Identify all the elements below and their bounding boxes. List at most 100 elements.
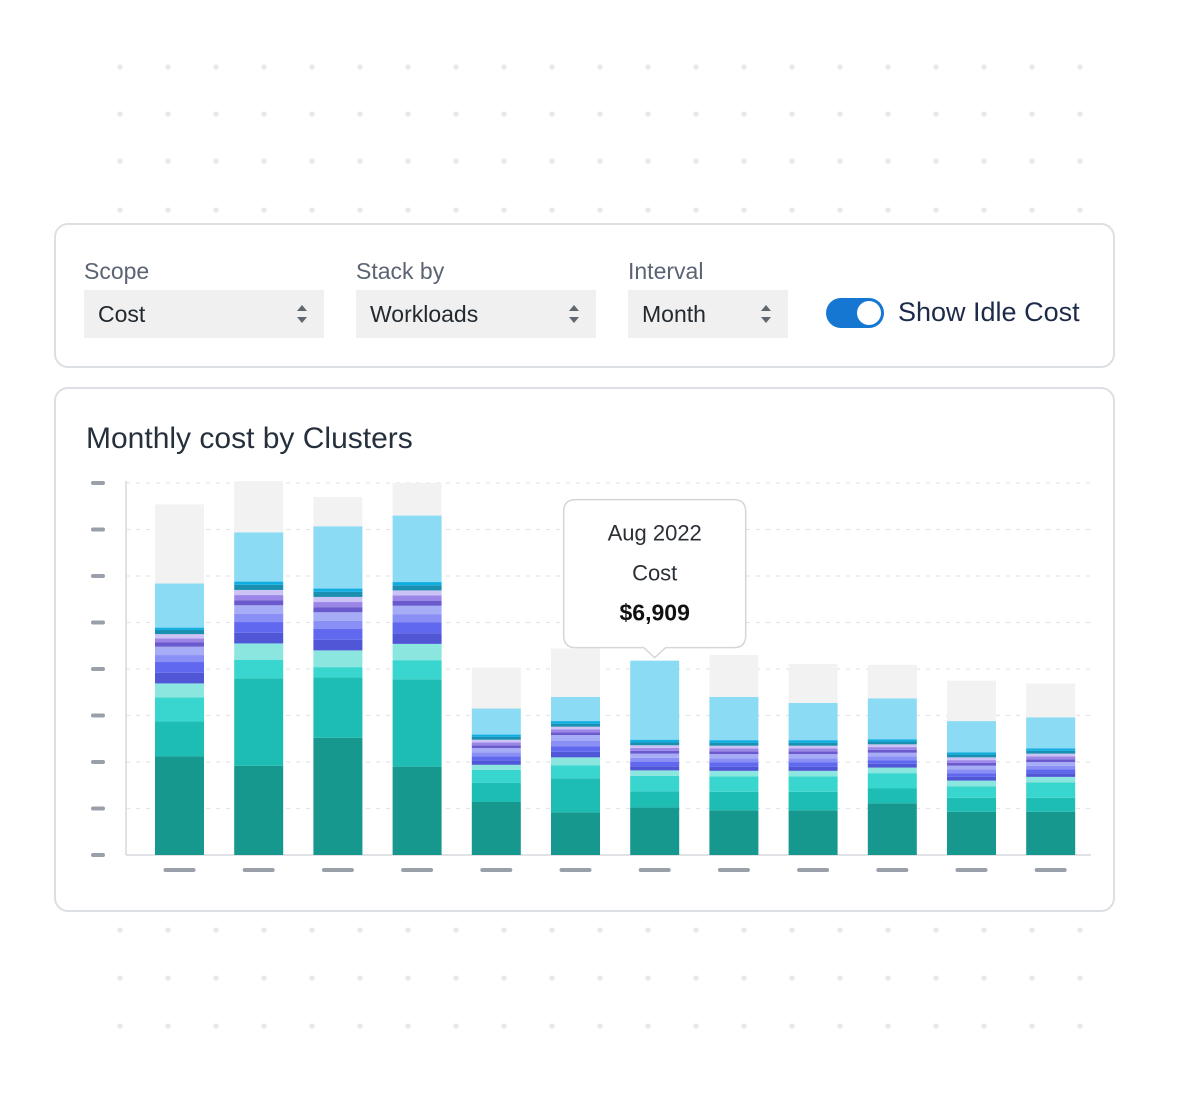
- bar-segment: [471, 782, 521, 802]
- bar-segment: [313, 607, 363, 613]
- background-dot: [117, 1023, 123, 1029]
- bar-stack[interactable]: [234, 481, 284, 855]
- background-dot: [741, 158, 747, 164]
- bar-segment: [947, 757, 996, 761]
- background-dot: [741, 64, 747, 70]
- bar-segment: [234, 765, 284, 855]
- bar-segment: [551, 746, 600, 752]
- bar-segment: [471, 756, 521, 761]
- bar-stack[interactable]: [1026, 683, 1076, 855]
- x-tick-placeholder: [480, 868, 513, 872]
- bar-segment-idle: [947, 680, 996, 722]
- background-dot: [933, 64, 939, 70]
- background-dot: [693, 975, 699, 981]
- bar-segment: [313, 629, 363, 640]
- background-dot: [645, 1023, 651, 1029]
- bar-segment: [234, 589, 284, 596]
- background-dot: [165, 64, 171, 70]
- background-dot: [645, 111, 651, 117]
- bar-segment: [788, 754, 838, 759]
- background-dot: [453, 1023, 459, 1029]
- scope-select[interactable]: Cost: [84, 290, 324, 338]
- bar-stack[interactable]: [155, 504, 204, 855]
- background-dot: [117, 975, 123, 981]
- background-dot: [213, 111, 219, 117]
- background-dot: [261, 111, 267, 117]
- background-dot: [309, 927, 315, 933]
- bar-segment-idle: [867, 664, 917, 699]
- stack-by-select[interactable]: Workloads: [356, 290, 596, 338]
- bar-segment: [313, 526, 363, 589]
- background-dot: [261, 1023, 267, 1029]
- bar-stack[interactable]: [551, 648, 600, 855]
- background-dot: [1029, 975, 1035, 981]
- bar-segment: [1026, 765, 1076, 770]
- bar-segment: [155, 634, 204, 639]
- y-tick-placeholder: [91, 760, 105, 764]
- bar-segment: [155, 721, 204, 757]
- bar-segment: [392, 585, 442, 591]
- bar-segment: [1026, 748, 1076, 751]
- bar-stack[interactable]: [630, 660, 680, 855]
- bar-segment: [392, 614, 442, 623]
- bar-segment: [709, 751, 759, 755]
- background-dot: [453, 975, 459, 981]
- bar-segment: [947, 780, 996, 787]
- bar-segment: [234, 600, 284, 606]
- bar-stack[interactable]: [313, 496, 363, 855]
- background-dot: [693, 1023, 699, 1029]
- bar-segment: [867, 803, 917, 855]
- bar-segment: [709, 745, 759, 749]
- bar-segment: [788, 776, 838, 792]
- background-dot: [405, 64, 411, 70]
- background-dot: [309, 111, 315, 117]
- background-dot: [453, 64, 459, 70]
- show-idle-cost-toggle[interactable]: [826, 298, 884, 328]
- background-dot: [501, 64, 507, 70]
- background-dot: [789, 927, 795, 933]
- bar-stack[interactable]: [788, 663, 838, 855]
- bar-segment: [630, 770, 680, 776]
- background-dot: [1077, 975, 1083, 981]
- bar-segment: [867, 744, 917, 748]
- background-dot: [1029, 64, 1035, 70]
- bar-segment: [392, 605, 442, 615]
- background-dot: [981, 975, 987, 981]
- background-dot: [165, 111, 171, 117]
- bar-segment: [947, 773, 996, 777]
- background-dot: [789, 1023, 795, 1029]
- bar-segment: [471, 752, 521, 757]
- background-dot: [213, 207, 219, 213]
- select-arrows-icon: [297, 305, 307, 323]
- background-dot: [549, 111, 555, 117]
- bar-segment: [1026, 776, 1076, 783]
- background-dot: [885, 927, 891, 933]
- background-dot: [837, 111, 843, 117]
- background-dot: [453, 927, 459, 933]
- interval-select[interactable]: Month: [628, 290, 788, 338]
- tooltip-title: Aug 2022: [608, 521, 702, 546]
- bar-segment: [788, 766, 838, 771]
- bar-segment: [155, 642, 204, 647]
- bar-segment: [155, 629, 204, 635]
- bar-stack[interactable]: [709, 655, 759, 855]
- x-tick-placeholder: [1034, 868, 1067, 872]
- bar-stack[interactable]: [867, 664, 917, 855]
- background-dot: [837, 927, 843, 933]
- bar-stack[interactable]: [392, 483, 442, 855]
- bar-segment: [471, 736, 521, 740]
- bar-segment: [313, 588, 363, 592]
- bar-segment: [313, 677, 363, 738]
- y-tick-placeholder: [91, 806, 105, 811]
- x-tick-placeholder: [717, 868, 750, 872]
- bar-segment: [392, 660, 442, 680]
- bar-segment: [947, 762, 996, 766]
- bar-segment-idle: [234, 481, 284, 533]
- background-dot: [165, 975, 171, 981]
- bar-segment: [947, 797, 996, 812]
- bar-segment: [1026, 769, 1076, 774]
- show-idle-cost-label: Show Idle Cost: [898, 297, 1080, 327]
- bar-stack[interactable]: [947, 680, 996, 855]
- bar-stack[interactable]: [471, 667, 521, 855]
